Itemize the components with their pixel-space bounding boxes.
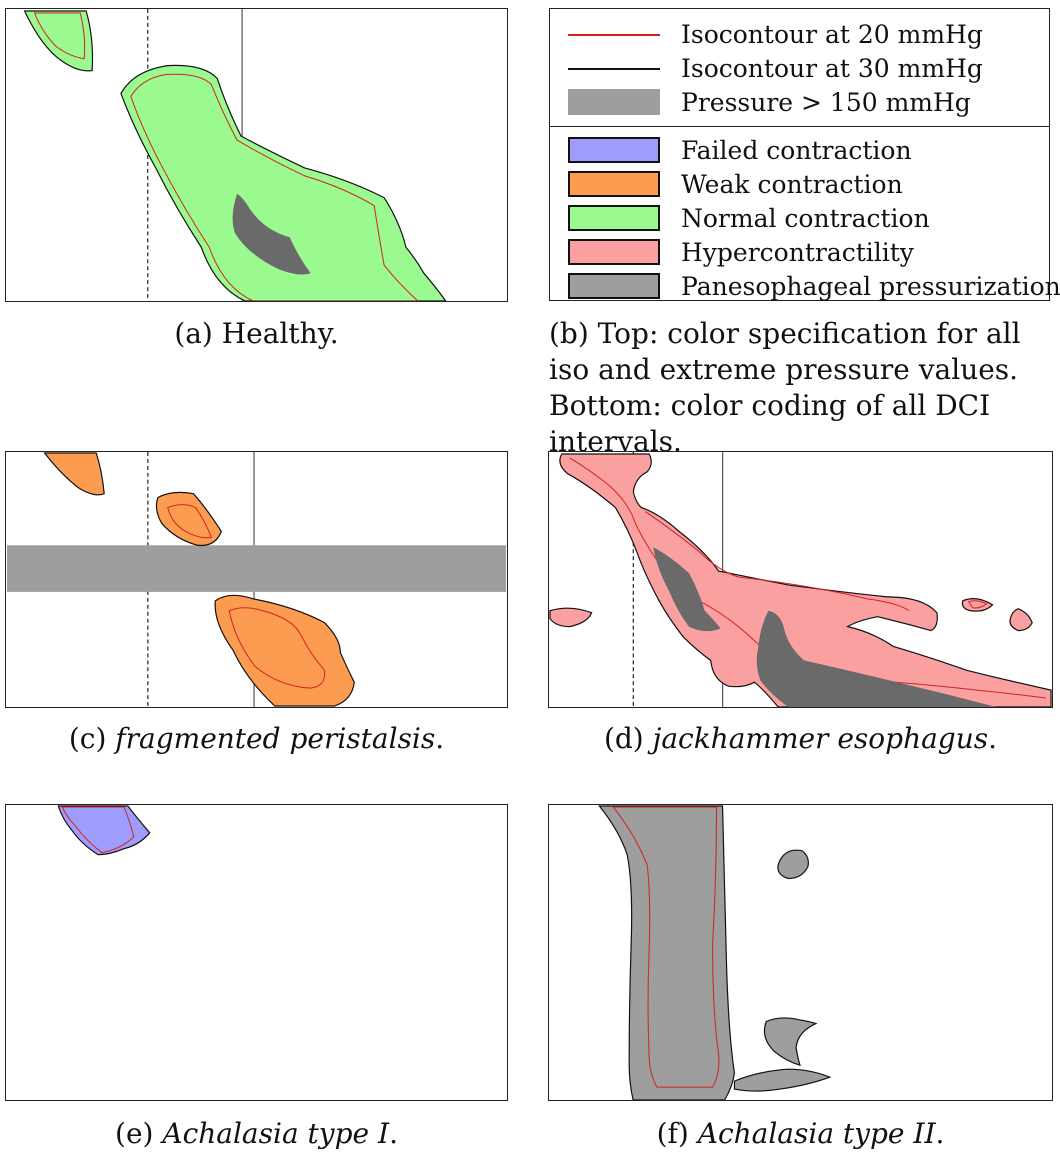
legend-label: Weak contraction [681,170,903,199]
legend-label: Hypercontractility [681,238,914,267]
legend-divider [550,126,1049,127]
swatch-gray-box [568,89,660,115]
panel-e-plot [57,805,151,856]
panel-a-healthy [5,8,508,302]
legend-row-panesophageal: Panesophageal pressurization [550,271,1060,303]
caption-a: (a) Healthy. [5,316,508,352]
legend-row-iso20: Isocontour at 20 mmHg [550,19,1049,51]
contraction-region [733,1068,832,1092]
isocontour-20 [612,806,720,1088]
legend-row-iso30: Isocontour at 30 mmHg [550,53,1049,85]
swatch-failed [568,137,660,163]
caption-f: (f) Achalasia type II. [548,1116,1053,1152]
swatch-weak [568,171,660,197]
contraction-region [214,594,355,707]
caption-label: (f) [656,1117,689,1150]
caption-text: fragmented peristalsis [115,722,436,755]
contraction-region [120,64,447,301]
panel-f-achalasia-2 [548,804,1053,1101]
swatch-panesophageal [568,273,660,299]
panel-d-plot [549,452,1052,707]
swatch-black-line [568,68,660,70]
panel-f-plot [598,805,832,1100]
legend-box: Isocontour at 20 mmHg Isocontour at 30 m… [549,8,1060,303]
contraction-region [1009,608,1033,632]
legend-label: Pressure > 150 mmHg [681,88,971,117]
caption-label: (e) [115,1117,154,1150]
isocontour-20 [167,504,213,539]
caption-label: (d) [603,722,644,755]
caption-text: jackhammer esophagus [652,722,989,755]
legend-row-hyper: Hypercontractility [550,237,1049,269]
legend-row-weak: Weak contraction [550,169,1049,201]
panel-d-jackhammer [548,451,1053,708]
contraction-region [598,805,736,1100]
contraction-region [43,452,105,496]
contraction-region [763,1017,818,1067]
legend-label: Isocontour at 30 mmHg [681,54,983,83]
legend-label: Isocontour at 20 mmHg [681,20,983,49]
caption-label: (a) [174,317,213,350]
caption-end: . [435,722,445,755]
isocontour-20 [967,600,988,609]
caption-text: Achalasia type I [162,1117,390,1150]
swatch-hyper [568,239,660,265]
legend-row-pressure150: Pressure > 150 mmHg [550,87,1049,119]
legend-row-failed: Failed contraction [550,135,1049,167]
contraction-region [777,849,809,880]
caption-e: (e) Achalasia type I. [5,1116,508,1152]
caption-b: (b) Top: color specification for all iso… [549,316,1055,460]
contraction-region [549,607,593,628]
contraction-region [559,453,1052,707]
caption-text: (b) Top: color specification for all iso… [549,317,1021,458]
isocontour-20 [130,73,419,301]
high-pressure-core [756,610,997,707]
high-pressure-core [232,193,311,275]
panel-c-plot [6,452,507,707]
caption-end: . [988,722,998,755]
legend-label: Normal contraction [681,204,930,233]
caption-d: (d) jackhammer esophagus. [548,721,1053,757]
isocontour-20 [33,12,86,60]
legend-row-normal: Normal contraction [550,203,1049,235]
isocontour-20 [569,457,1047,699]
legend-label: Panesophageal pressurization [681,272,1060,301]
panel-c-fragmented [5,451,508,708]
caption-end: . [935,1117,945,1150]
caption-text: Achalasia type II [697,1117,936,1150]
contraction-region [23,10,94,72]
panel-e-achalasia-1 [5,804,508,1101]
swatch-normal [568,205,660,231]
caption-text: Healthy. [221,317,339,350]
caption-c: (c) fragmented peristalsis. [5,721,508,757]
pressure-band [6,545,507,592]
swatch-red-line [568,34,660,36]
high-pressure-core [653,547,721,632]
contraction-region [57,805,151,856]
panel-a-plot [23,9,447,301]
caption-label: (c) [68,722,107,755]
caption-end: . [389,1117,398,1150]
isocontour-20 [228,607,326,689]
legend-label: Failed contraction [681,136,912,165]
isocontour-20 [61,806,135,854]
